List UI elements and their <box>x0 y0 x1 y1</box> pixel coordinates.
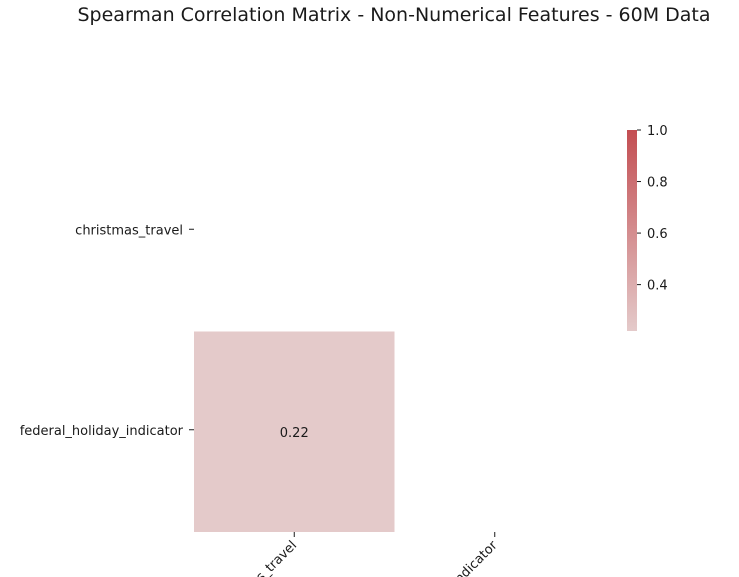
cell-value-label: 0.22 <box>280 426 309 441</box>
colorbar-tick-label: 0.6 <box>647 227 668 242</box>
colorbar <box>627 130 637 331</box>
colorbar-tick-label: 0.8 <box>647 176 668 191</box>
row-labels: christmas_travel federal_holiday_indicato… <box>20 223 194 439</box>
column-label: christmas_travel <box>213 538 300 577</box>
column-label: federal_holiday_indicator <box>374 538 501 577</box>
chart-title: Spearman Correlation Matrix - Non-Numeri… <box>77 4 710 26</box>
column-labels: christmas_travel federal_holiday_indicato… <box>213 532 501 577</box>
colorbar-tick-label: 0.4 <box>647 279 668 294</box>
heatmap-cells: 0.22 <box>194 332 395 533</box>
colorbar-tick-label: 1.0 <box>647 124 668 139</box>
row-label: christmas_travel <box>75 223 183 238</box>
colorbar-ticks: 0.4 0.6 0.8 1.0 <box>637 124 668 294</box>
row-label: federal_holiday_indicator <box>20 424 184 439</box>
